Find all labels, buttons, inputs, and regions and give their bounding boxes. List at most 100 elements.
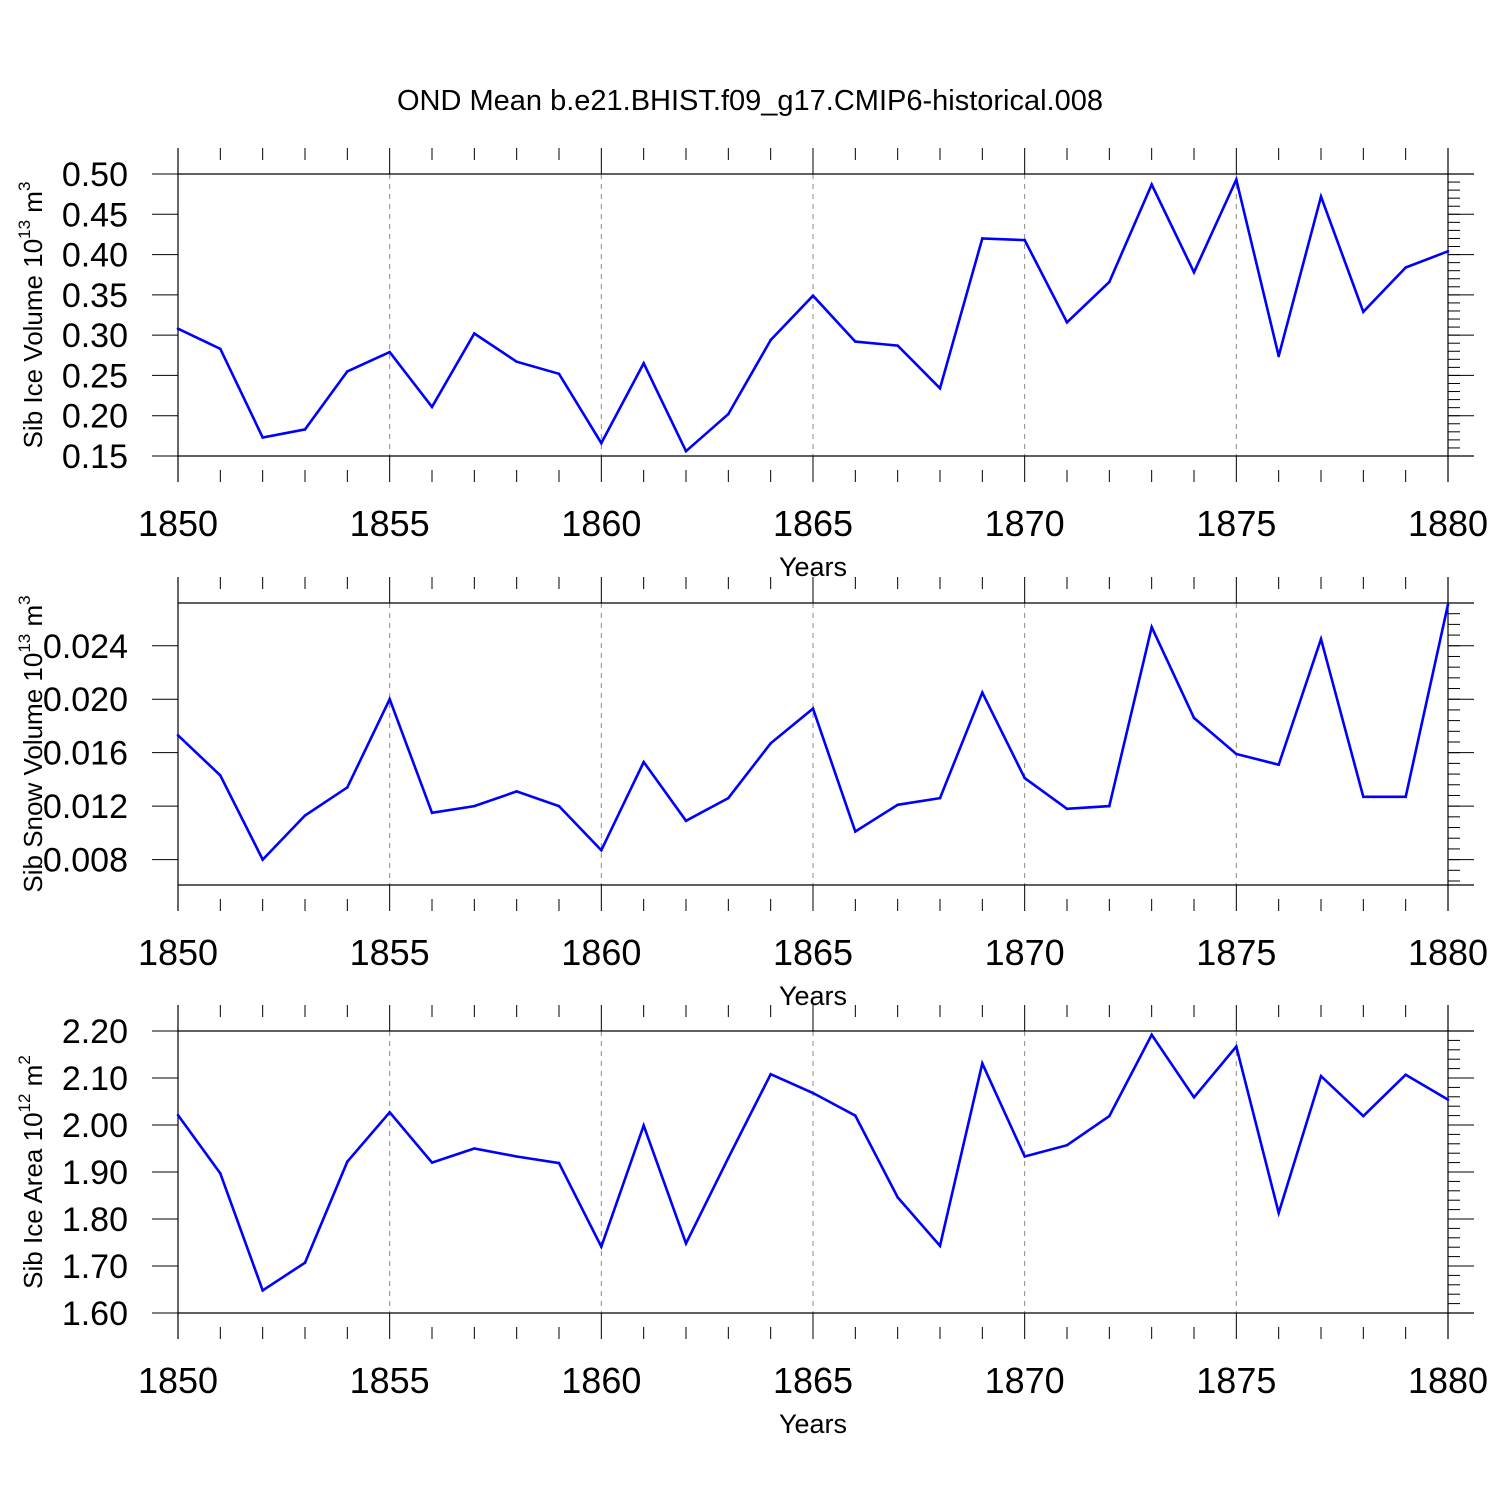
data-point	[1150, 1033, 1153, 1037]
y-tick-label: 1.70	[62, 1248, 128, 1286]
snow-volume-panel: 0.008 0.012 0.016 0.020 0.024 1850 1855 1860 186…	[15, 577, 1488, 1011]
x-tick-label: 1860	[561, 1360, 641, 1401]
y-tick-label: 0.15	[62, 438, 128, 476]
x-tick-label: 1850	[138, 932, 218, 973]
x-tick-label: 1855	[350, 932, 430, 973]
x-tick-label: 1880	[1408, 503, 1488, 544]
data-point	[811, 707, 815, 710]
data-point	[727, 796, 730, 800]
data-point	[854, 830, 857, 833]
data-point	[1404, 266, 1407, 269]
data-point	[684, 1242, 688, 1245]
data-point	[854, 340, 857, 343]
data-point	[896, 1196, 899, 1199]
y-tick-label: 2.10	[62, 1060, 128, 1098]
x-tick-label: 1860	[561, 503, 641, 544]
data-point	[1023, 238, 1026, 242]
data-point	[600, 1245, 603, 1249]
data-point	[938, 1244, 942, 1248]
data-point	[1065, 807, 1069, 811]
data-point	[515, 360, 518, 364]
x-tick-label: 1870	[985, 503, 1065, 544]
data-point	[176, 327, 180, 330]
data-point	[303, 1261, 307, 1265]
data-point	[1235, 178, 1238, 181]
data-point	[642, 760, 645, 764]
data-point	[176, 1113, 180, 1117]
x-tick-label: 1875	[1196, 932, 1276, 973]
y-tick-label: 0.016	[43, 735, 128, 773]
data-point	[346, 786, 349, 789]
data-point	[430, 811, 434, 815]
data-point	[261, 858, 264, 861]
data-point	[176, 734, 180, 737]
data-point	[557, 1161, 561, 1165]
x-tick-label: 1855	[350, 503, 430, 544]
data-point	[219, 1172, 222, 1175]
data-point	[515, 1155, 518, 1158]
data-point	[557, 804, 561, 808]
data-point	[1108, 804, 1111, 808]
data-point	[938, 387, 942, 390]
y-tick-label: 0.020	[43, 681, 128, 719]
data-point	[346, 1160, 349, 1163]
data-point	[473, 804, 476, 808]
data-point	[346, 370, 349, 373]
axes-frame	[177, 148, 1474, 482]
data-point	[557, 372, 561, 376]
x-tick-label: 1875	[1196, 503, 1276, 544]
data-point	[938, 796, 942, 800]
data-point	[1065, 1143, 1069, 1147]
data-point	[1446, 603, 1450, 606]
y-axis-label: Sib Ice Volume 1013 m3	[15, 182, 48, 449]
x-tick-label: 1880	[1408, 1360, 1488, 1401]
data-point	[473, 332, 476, 335]
data-point	[303, 428, 307, 431]
data-point	[1150, 625, 1153, 629]
x-tick-label: 1880	[1408, 932, 1488, 973]
data-point	[642, 362, 645, 365]
ice-area-panel: 1.60 1.70 1.80 1.90 2.00 2.10 2.20 1850 1855 1860…	[15, 1005, 1488, 1439]
data-point	[981, 237, 984, 240]
y-tick-label: 2.00	[62, 1107, 128, 1145]
data-point	[769, 338, 772, 342]
y-tick-label: 2.20	[62, 1013, 128, 1051]
axes-frame	[177, 577, 1474, 911]
data-point	[261, 1289, 264, 1292]
figure-title: OND Mean b.e21.BHIST.f09_g17.CMIP6-histo…	[397, 85, 1103, 117]
data-point	[1065, 320, 1069, 324]
y-tick-label: 0.40	[62, 237, 128, 275]
data-point	[811, 1091, 815, 1095]
data-point	[1362, 310, 1365, 314]
data-point	[388, 697, 391, 701]
x-tick-label: 1850	[138, 1360, 218, 1401]
data-point	[1192, 716, 1196, 720]
data-point	[1404, 1073, 1407, 1077]
data-point	[261, 436, 264, 439]
data-point	[684, 449, 688, 453]
data-point	[1319, 1074, 1323, 1078]
y-tick-label: 0.20	[62, 398, 128, 436]
data-point	[303, 814, 307, 817]
x-tick-label: 1870	[985, 932, 1065, 973]
data-point	[1023, 1155, 1026, 1158]
data-point	[1319, 637, 1323, 641]
data-point	[388, 1111, 391, 1114]
data-point	[515, 790, 518, 793]
x-tick-label: 1875	[1196, 1360, 1276, 1401]
data-point	[1446, 1098, 1450, 1101]
data-point	[811, 294, 815, 297]
y-tick-label: 0.35	[62, 277, 128, 315]
data-point	[1192, 270, 1196, 274]
data-point	[1446, 250, 1450, 253]
data-point	[600, 441, 603, 445]
data-point	[430, 405, 434, 409]
data-point	[1235, 752, 1238, 756]
data-point	[981, 1062, 984, 1065]
data-point	[1235, 1045, 1238, 1048]
x-axis-label: Years	[779, 1409, 847, 1439]
data-point	[1108, 1114, 1111, 1118]
data-point	[430, 1161, 434, 1164]
x-tick-label: 1865	[773, 932, 853, 973]
y-tick-label: 1.60	[62, 1295, 128, 1333]
